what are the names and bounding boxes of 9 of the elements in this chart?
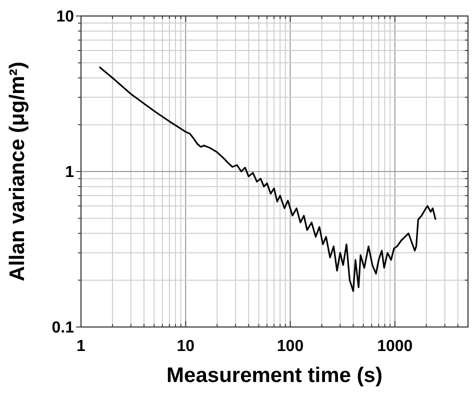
y-tick-label: 0.1 <box>52 320 74 337</box>
y-tick-label: 1 <box>65 164 74 182</box>
x-tick-label: 1 <box>76 338 86 355</box>
x-axis-title: Measurement time (s) <box>166 364 382 387</box>
x-tick-label: 10 <box>176 338 195 355</box>
x-tick-label: 100 <box>276 338 304 355</box>
y-tick-label: 10 <box>56 8 74 26</box>
y-axis-title: Allan variance (μg/m²) <box>6 62 29 282</box>
x-tick-label: 1000 <box>377 338 413 355</box>
